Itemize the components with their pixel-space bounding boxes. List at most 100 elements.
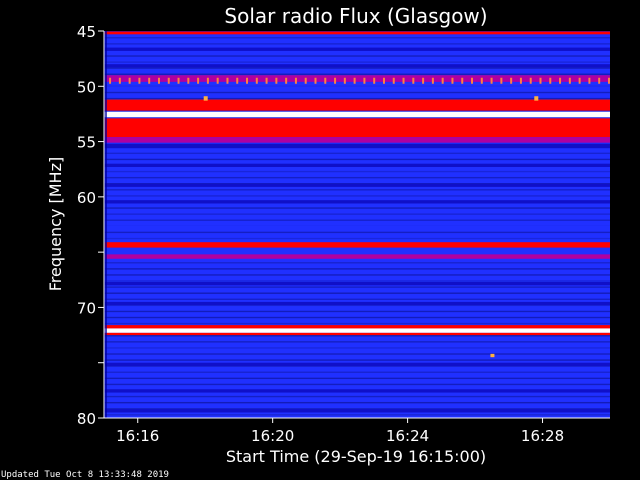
spectrogram-background — [104, 31, 610, 418]
spectrogram-spike — [441, 77, 444, 84]
spectrogram-spike — [294, 77, 297, 84]
spectrogram-burst — [490, 353, 495, 358]
spectrogram-texture-line — [104, 347, 610, 349]
spectrogram-band — [104, 389, 610, 393]
spectrogram-band — [104, 234, 610, 238]
spectrogram-band — [104, 225, 610, 229]
spectrogram-spike — [559, 77, 562, 84]
spectrogram-band — [104, 137, 610, 143]
chart-title: Solar radio Flux (Glasgow) — [224, 4, 487, 28]
spectrogram-texture-line — [104, 207, 610, 209]
spectrogram-spike — [382, 77, 385, 84]
spectrogram-texture-line — [104, 322, 610, 325]
spectrogram-spike — [431, 77, 434, 84]
spectrogram-band — [104, 47, 610, 51]
spectrogram-band — [104, 99, 610, 111]
spectrogram-band — [104, 362, 610, 367]
spectrogram-band — [104, 281, 610, 286]
spectrogram-texture-line — [104, 213, 610, 215]
spectrogram-spike — [334, 77, 337, 84]
spectrogram-burst — [203, 96, 208, 101]
spectrogram-spike — [304, 77, 307, 84]
spectrogram-spike — [598, 77, 601, 84]
spectrogram-texture-line — [104, 341, 610, 343]
spectrogram-spike — [539, 77, 542, 84]
spectrogram-spike — [128, 77, 131, 84]
spectrogram-texture-line — [104, 91, 610, 94]
y-tick-label: 45 — [77, 23, 96, 41]
spectrogram-texture-line — [104, 73, 610, 75]
spectrogram-texture-line — [104, 110, 610, 112]
spectrogram-spike — [607, 77, 610, 84]
spectrogram-texture-line — [104, 408, 610, 410]
spectrogram-texture-line — [104, 176, 610, 179]
spectrogram-band — [104, 301, 610, 306]
spectrogram-texture-line — [104, 365, 610, 367]
spectrogram-spike — [373, 77, 376, 84]
spectrogram-spike — [510, 77, 513, 84]
spectrogram-band — [104, 254, 610, 259]
spectrogram-band — [104, 183, 610, 187]
y-axis: 45 50 55 60 70 80 — [77, 23, 105, 428]
spectrogram-band — [104, 325, 610, 329]
spectrogram-texture-line — [104, 371, 610, 373]
spectrogram-spike — [578, 77, 581, 84]
spectrogram-spike — [265, 77, 268, 84]
spectrogram-spike — [285, 77, 288, 84]
spectrogram-spike — [138, 77, 141, 84]
spectrogram-texture-line — [104, 195, 610, 197]
spectrogram-spike — [422, 77, 425, 84]
spectrogram-texture-line — [104, 292, 610, 294]
spectrogram-spike — [148, 77, 151, 84]
y-tick-label: 50 — [77, 78, 96, 96]
x-axis: 16:16 16:20 16:24 16:28 — [104, 417, 610, 445]
updated-timestamp: Updated Tue Oct 8 13:33:48 2019 — [1, 470, 169, 480]
spectrogram-band — [104, 332, 610, 336]
spectrogram-texture-line — [104, 43, 610, 45]
spectrogram-spike — [490, 77, 493, 84]
spectrogram-spike — [109, 77, 112, 84]
spectrogram-spike — [529, 77, 532, 84]
spectrogram-spike — [118, 77, 121, 84]
spectrogram-texture-line — [104, 152, 610, 155]
spectrogram-band — [104, 64, 610, 68]
spectrogram-burst — [534, 96, 539, 101]
spectrogram-spike — [363, 77, 366, 84]
spectrogram-texture-line — [104, 237, 610, 240]
spectrogram-spike — [471, 77, 474, 84]
spectrogram-texture-line — [104, 61, 610, 63]
spectrogram-spike — [246, 77, 249, 84]
spectrogram-spike — [402, 77, 405, 84]
spectrogram-spike — [157, 77, 160, 84]
spectrogram-texture-line — [104, 189, 610, 191]
spectrogram-texture-line — [104, 414, 610, 416]
spectrogram-texture-line — [104, 274, 610, 276]
spectrogram-texture-line — [104, 377, 610, 380]
spectrogram-texture-line — [104, 353, 610, 355]
spectrogram-band — [104, 409, 610, 413]
y-tick-label: 80 — [77, 410, 96, 428]
spectrogram-spike — [236, 77, 239, 84]
spectrogram-texture-line — [104, 219, 610, 221]
y-tick-label: 60 — [77, 189, 96, 207]
x-tick-label: 16:20 — [251, 427, 294, 445]
spectrogram-spike — [324, 77, 327, 84]
spectrogram-band — [104, 118, 610, 138]
spectrogram-spike — [216, 77, 219, 84]
spectrogram-spike — [588, 77, 591, 84]
spectrogram-plot-area — [104, 31, 610, 418]
spectrogram-texture-line — [104, 401, 610, 404]
spectrogram-texture-line — [104, 231, 610, 234]
spectrogram-spike — [314, 77, 317, 84]
spectrogram-spike — [343, 77, 346, 84]
spectrogram-spike — [275, 77, 278, 84]
spectrogram-texture-line — [104, 158, 610, 161]
spectrogram-texture-line — [104, 55, 610, 57]
spectrogram-spike — [412, 77, 415, 84]
spectrogram-texture-line — [104, 298, 610, 300]
spectrogram-spike — [500, 77, 503, 84]
spectrogram-band — [104, 31, 610, 35]
spectrogram-texture-line — [104, 383, 610, 386]
spectrogram-texture-line — [104, 359, 610, 361]
spectrogram-band — [104, 111, 610, 118]
